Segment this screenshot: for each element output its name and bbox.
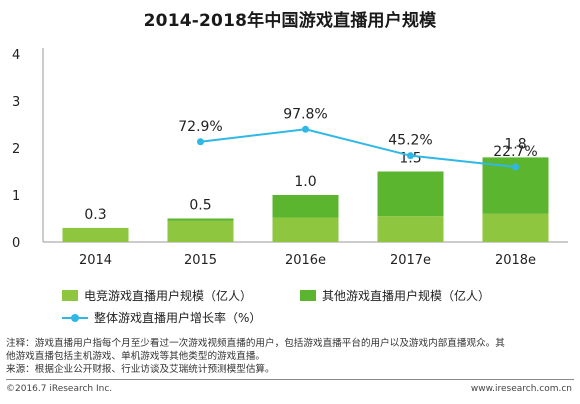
x-tick-label: 2014 <box>79 253 112 268</box>
copyright-text: ©2016.7 iResearch Inc. <box>6 384 113 394</box>
bar-other <box>377 171 444 217</box>
footer-divider <box>6 379 574 380</box>
legend-item-growth: 整体游戏直播用户增长率（%） <box>62 309 261 326</box>
legend-item-other: 其他游戏直播用户规模（亿人） <box>300 287 490 304</box>
x-tick-label: 2015 <box>184 253 217 268</box>
note-line: 他游戏直播包括主机游戏、单机游戏等其他类型的游戏直播。 <box>6 351 266 362</box>
growth-label: 72.9% <box>178 119 222 135</box>
legend-label-other: 其他游戏直播用户规模（亿人） <box>322 289 491 303</box>
bar-esports <box>482 213 549 242</box>
x-tick-label: 2016e <box>285 253 326 268</box>
growth-point <box>407 152 414 160</box>
x-tick-label: 2017e <box>390 253 431 268</box>
growth-point <box>302 125 309 133</box>
legend-item-esports: 电竞游戏直播用户规模（亿人） <box>62 287 252 304</box>
bar-other <box>167 218 234 221</box>
growth-point <box>197 138 204 146</box>
bar-esports <box>62 227 129 242</box>
bar-esports <box>272 217 339 242</box>
legend-label-growth: 整体游戏直播用户增长率（%） <box>94 311 262 325</box>
bar-esports <box>377 216 444 242</box>
chart-title: 2014-2018年中国游戏直播用户规模 <box>143 11 437 31</box>
bar-other <box>272 195 339 218</box>
bar-total-label: 0.5 <box>189 198 211 214</box>
legend-label-esports: 电竞游戏直播用户规模（亿人） <box>84 289 253 303</box>
bar-total-label: 0.3 <box>84 207 106 223</box>
bar-line-chart: 012340.320140.520151.02016e1.52017e1.820… <box>12 48 568 268</box>
website-text: www.iresearch.com.cn <box>470 384 572 394</box>
legend-swatch-other <box>300 290 316 301</box>
source-line: 来源：根据企业公开财报、行业访谈及艾瑞统计预测模型估算。 <box>6 364 275 375</box>
bar-total-label: 1.0 <box>294 174 316 190</box>
y-tick-label: 1 <box>12 189 20 204</box>
note-line: 注释：游戏直播用户指每个月至少看过一次游戏视频直播的用户，包括游戏直播平台的用户… <box>6 338 505 349</box>
y-tick-label: 4 <box>12 48 20 63</box>
y-tick-label: 3 <box>12 95 20 110</box>
chart-note: 注释：游戏直播用户指每个月至少看过一次游戏视频直播的用户，包括游戏直播平台的用户… <box>6 337 574 376</box>
bar-esports <box>167 220 234 242</box>
growth-line <box>200 128 516 168</box>
y-tick-label: 2 <box>12 142 20 157</box>
growth-label: 22.7% <box>493 144 537 160</box>
y-tick-label: 0 <box>12 236 20 251</box>
legend-swatch-growth <box>62 312 88 324</box>
growth-label: 45.2% <box>388 133 432 149</box>
bar-total-label: 1.8 <box>504 136 526 152</box>
x-tick-label: 2018e <box>495 253 536 268</box>
legend-swatch-esports <box>62 290 78 301</box>
growth-label: 97.8% <box>283 106 327 122</box>
growth-point <box>512 163 519 171</box>
